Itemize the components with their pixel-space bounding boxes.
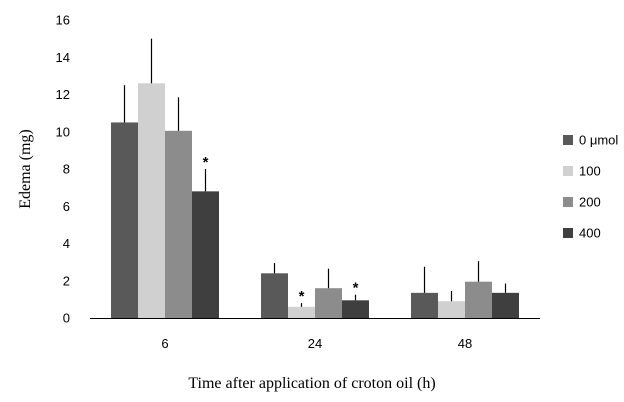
bar [165, 130, 192, 318]
bar [438, 301, 465, 318]
bar [411, 292, 438, 318]
significance-markers: * * * [203, 154, 359, 305]
y-tick-label: 2 [63, 273, 70, 288]
legend-swatch [563, 166, 573, 176]
x-axis-ticks: 6 24 48 [161, 336, 472, 351]
bar [315, 288, 342, 318]
x-tick-label: 48 [458, 336, 472, 351]
legend-swatch [563, 228, 573, 238]
y-tick-label: 16 [56, 13, 70, 28]
error-bars [123, 38, 507, 307]
legend-swatch [563, 197, 573, 207]
bar [138, 83, 165, 318]
bar [465, 281, 492, 318]
x-tick-label: 24 [308, 336, 322, 351]
bar [111, 122, 138, 318]
bars [111, 83, 519, 318]
y-tick-label: 8 [63, 162, 70, 177]
x-tick-label: 6 [161, 336, 168, 351]
bar [192, 191, 219, 318]
bar [492, 292, 519, 318]
legend: 0 μmol 100 200 400 [563, 133, 618, 241]
y-tick-label: 14 [56, 50, 70, 65]
bar [261, 273, 288, 318]
significance-star: * [353, 280, 359, 297]
y-axis-ticks: 0 2 4 6 8 10 12 14 16 [56, 13, 70, 326]
y-axis-title: Edema (mg) [17, 129, 34, 209]
legend-swatch [563, 135, 573, 145]
significance-star: * [203, 154, 209, 171]
y-tick-label: 4 [63, 236, 70, 251]
significance-star: * [299, 288, 305, 305]
y-tick-label: 10 [56, 124, 70, 139]
legend-label: 0 μmol [579, 133, 618, 148]
x-axis-title: Time after application of croton oil (h) [188, 375, 435, 392]
y-tick-label: 12 [56, 87, 70, 102]
legend-label: 400 [579, 226, 601, 241]
bar [288, 306, 315, 318]
y-tick-label: 6 [63, 199, 70, 214]
bar [342, 300, 369, 318]
legend-label: 200 [579, 195, 601, 210]
legend-label: 100 [579, 164, 601, 179]
y-tick-label: 0 [63, 311, 70, 326]
